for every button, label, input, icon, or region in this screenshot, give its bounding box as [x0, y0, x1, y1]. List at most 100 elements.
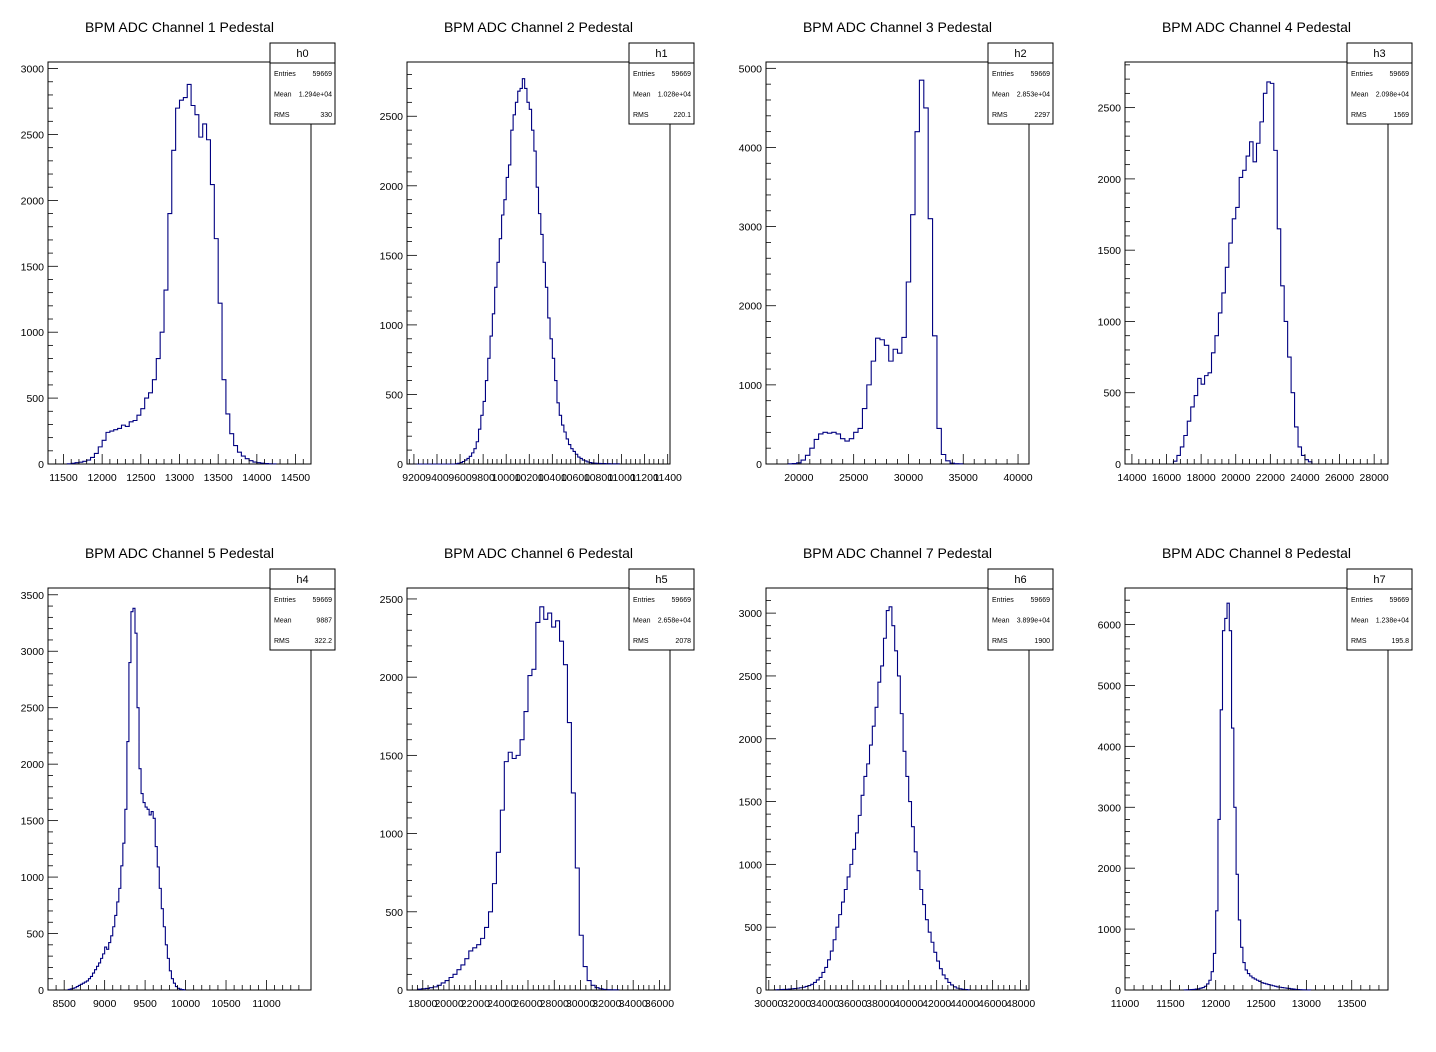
- stats-value: 2.098e+04: [1376, 92, 1409, 99]
- chart-panel-6: BPM ADC Channel 6 Pedestal18000200002200…: [380, 545, 695, 1010]
- x-tick-label: 26000: [513, 998, 542, 1010]
- y-tick-label: 2500: [380, 594, 404, 606]
- y-tick-label: 2000: [1098, 863, 1122, 875]
- y-tick-label: 3500: [21, 590, 45, 602]
- x-axis: 9200 9400 9600 9800100001020010400106001080…: [402, 454, 682, 484]
- x-tick-label: 18000: [1187, 472, 1216, 484]
- y-tick-label: 1000: [21, 872, 45, 884]
- x-tick-label: 36000: [645, 998, 674, 1010]
- stats-value: 59669: [313, 71, 333, 78]
- stats-value: 195.8: [1391, 638, 1409, 645]
- stats-box: h5 Entries 59669 Mean 2.658e+04 RMS 2078: [628, 568, 695, 651]
- y-tick-label: 500: [26, 929, 44, 941]
- x-tick-label: 12500: [1246, 998, 1275, 1010]
- stats-value: 9887: [316, 618, 332, 625]
- stats-label: RMS: [1351, 112, 1367, 119]
- stats-label: Mean: [992, 618, 1010, 625]
- chart-title: BPM ADC Channel 8 Pedestal: [1162, 545, 1351, 561]
- x-tick-label: 12500: [126, 472, 155, 484]
- stats-label: RMS: [633, 638, 649, 645]
- stats-histogram-name: h0: [296, 48, 308, 60]
- chart-panel-1: BPM ADC Channel 1 Pedestal 11500 12000 1250…: [21, 19, 336, 484]
- y-axis: 0 1000 2000 3000 4000 5000: [739, 63, 776, 471]
- x-tick-label: 14000: [1117, 472, 1146, 484]
- y-tick-label: 2000: [1098, 174, 1122, 186]
- stats-label: Entries: [1351, 71, 1373, 78]
- y-tick-label: 5000: [739, 63, 763, 75]
- stats-histogram-name: h3: [1373, 48, 1385, 60]
- y-axis: 0 500 1000 1500 2000 2500 3000: [21, 64, 58, 471]
- x-tick-label: 28000: [1360, 472, 1389, 484]
- stats-label: Entries: [1351, 597, 1373, 604]
- x-tick-label: 9000: [93, 998, 117, 1010]
- x-tick-label: 34000: [619, 998, 648, 1010]
- y-tick-label: 2000: [380, 181, 404, 193]
- stats-label: RMS: [992, 112, 1008, 119]
- stats-value: 59669: [1031, 597, 1051, 604]
- y-axis: 0 500 1000 1500 2000 2500: [1098, 64, 1135, 471]
- y-tick-label: 3000: [1098, 802, 1122, 814]
- x-tick-label: 16000: [1152, 472, 1181, 484]
- y-tick-label: 1000: [380, 320, 404, 332]
- stats-label: Entries: [633, 597, 655, 604]
- x-tick-label: 14000: [242, 472, 271, 484]
- chart-title: BPM ADC Channel 2 Pedestal: [444, 19, 633, 35]
- y-tick-label: 500: [385, 389, 403, 401]
- histogram-line: [1172, 81, 1313, 464]
- y-tick-label: 1500: [21, 261, 45, 273]
- x-tick-label: 10400: [538, 472, 567, 484]
- x-tick-label: 10600: [561, 472, 590, 484]
- stats-box: h4 Entries 59669 Mean 9887 RMS 322.2: [269, 568, 336, 651]
- stats-label: RMS: [274, 638, 290, 645]
- x-tick-label: 11500: [49, 472, 78, 484]
- y-tick-label: 2500: [1098, 103, 1122, 115]
- x-tick-label: 10800: [584, 472, 613, 484]
- histogram-line: [67, 607, 187, 991]
- y-axis: 0 500 1000 1500 2000 2500 3000 3500: [21, 590, 58, 997]
- x-tick-label: 24000: [1290, 472, 1319, 484]
- x-tick-label: 22000: [461, 998, 490, 1010]
- y-tick-label: 1500: [21, 816, 45, 828]
- stats-value: 59669: [672, 597, 692, 604]
- x-tick-label: 9500: [133, 998, 157, 1010]
- x-tick-label: 48000: [1006, 998, 1035, 1010]
- y-axis: 0 500 1000 1500 2000 2500 3000: [739, 600, 776, 997]
- stats-value: 220.1: [673, 112, 691, 119]
- stats-value: 2.658e+04: [658, 618, 691, 625]
- stats-box: h7 Entries 59669 Mean 1.238e+04 RMS 195.8: [1346, 568, 1413, 651]
- stats-box: h1 Entries 59669 Mean 1.028e+04 RMS 220.1: [628, 42, 695, 125]
- y-tick-label: 0: [756, 985, 762, 997]
- chart-title: BPM ADC Channel 4 Pedestal: [1162, 19, 1351, 35]
- x-tick-label: 30000: [894, 472, 923, 484]
- stats-histogram-name: h2: [1014, 48, 1026, 60]
- y-tick-label: 500: [385, 907, 403, 919]
- x-tick-label: 20000: [434, 998, 463, 1010]
- x-tick-label: 20000: [1221, 472, 1250, 484]
- stats-value: 322.2: [314, 638, 332, 645]
- y-tick-label: 500: [26, 393, 44, 405]
- chart-title: BPM ADC Channel 3 Pedestal: [803, 19, 992, 35]
- x-tick-label: 30000: [754, 998, 783, 1010]
- stats-value: 59669: [1031, 71, 1051, 78]
- plot-frame: [47, 587, 312, 991]
- x-tick-label: 10500: [211, 998, 240, 1010]
- y-tick-label: 2000: [380, 672, 404, 684]
- y-tick-label: 2500: [21, 703, 45, 715]
- y-tick-label: 4000: [1098, 741, 1122, 753]
- stats-label: Mean: [633, 92, 651, 99]
- x-tick-label: 13500: [204, 472, 233, 484]
- x-axis: 8500 9000 9500 10000 10500 11000: [53, 980, 300, 1010]
- x-tick-label: 11000: [1111, 998, 1140, 1010]
- y-tick-label: 2000: [21, 759, 45, 771]
- x-tick-label: 26000: [1325, 472, 1354, 484]
- x-tick-label: 11000: [252, 998, 281, 1010]
- stats-box: h2 Entries 59669 Mean 2.853e+04 RMS 2297: [987, 42, 1054, 125]
- y-tick-label: 1000: [739, 859, 763, 871]
- y-tick-label: 1000: [1098, 316, 1122, 328]
- x-tick-label: 12000: [1201, 998, 1230, 1010]
- stats-label: RMS: [633, 112, 649, 119]
- histogram-line: [411, 78, 620, 465]
- stats-label: Mean: [992, 92, 1010, 99]
